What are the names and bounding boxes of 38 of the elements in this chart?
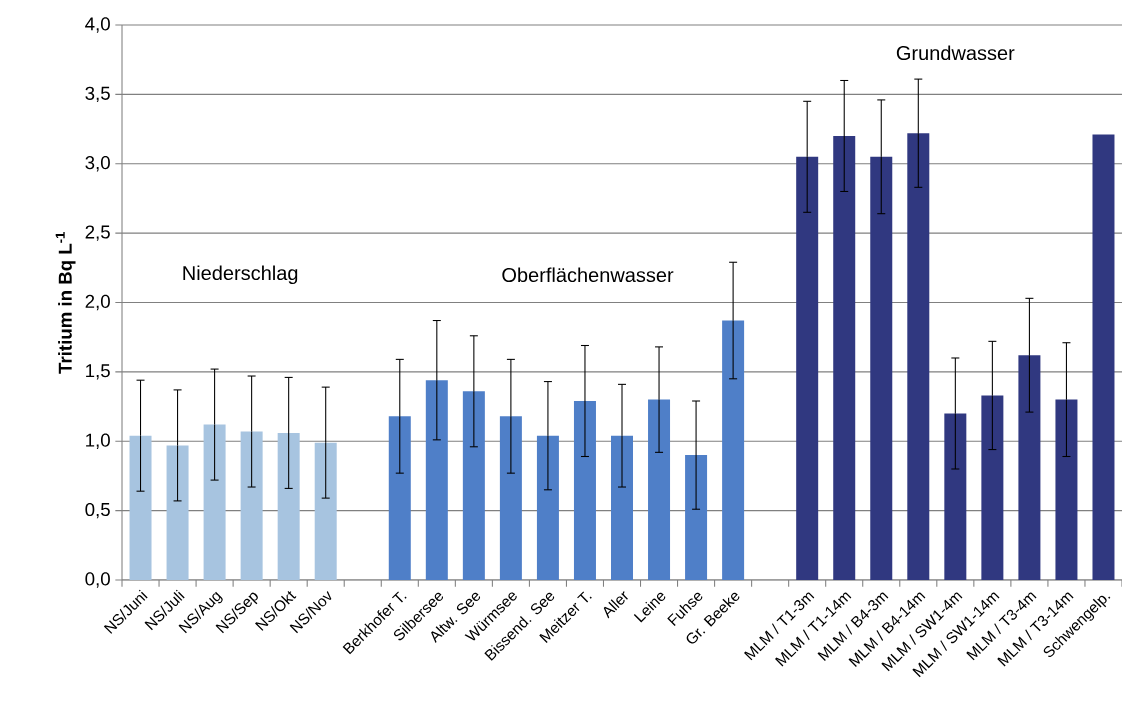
bar: [796, 156, 819, 580]
y-tick-label: 4,0: [85, 17, 110, 33]
bar: [907, 133, 930, 580]
bar: [1018, 355, 1041, 580]
bar: [722, 320, 745, 580]
bar: [166, 445, 189, 580]
bar: [425, 380, 448, 580]
y-tick-label: 0,0: [85, 572, 110, 588]
y-tick-label: 0,5: [85, 502, 110, 519]
y-tick-label: 1,0: [86, 433, 110, 449]
bar: [462, 391, 485, 580]
bar: [611, 435, 633, 580]
y-tick-label: 2,0: [85, 294, 110, 311]
y-tick-label: 1,5: [86, 364, 110, 380]
bar: [1055, 399, 1078, 580]
y-tick-label: 3,0: [85, 156, 110, 172]
bar: [129, 435, 152, 580]
annotation: Niederschlag: [183, 265, 298, 285]
bar: [203, 424, 226, 580]
bar: [944, 413, 967, 580]
bar: [573, 401, 596, 580]
annotation: Oberflächenwasser: [502, 267, 674, 283]
bar: [499, 416, 522, 580]
bar: [314, 442, 337, 580]
bar: [277, 432, 300, 580]
bar: [981, 395, 1004, 580]
annotation: Grundwasser: [896, 45, 1015, 61]
bar: [1092, 134, 1115, 580]
bar: [685, 455, 708, 580]
bar: [240, 431, 263, 580]
y-axis-title: Tritium in Bq L$^{-1}$: [55, 232, 76, 374]
bar: [536, 435, 559, 580]
bar: [648, 399, 671, 580]
bar: [870, 156, 893, 580]
y-tick-label: 3,5: [85, 86, 110, 103]
bar: [833, 135, 856, 580]
bar: [388, 416, 411, 580]
y-tick-label: 2,5: [85, 225, 110, 241]
